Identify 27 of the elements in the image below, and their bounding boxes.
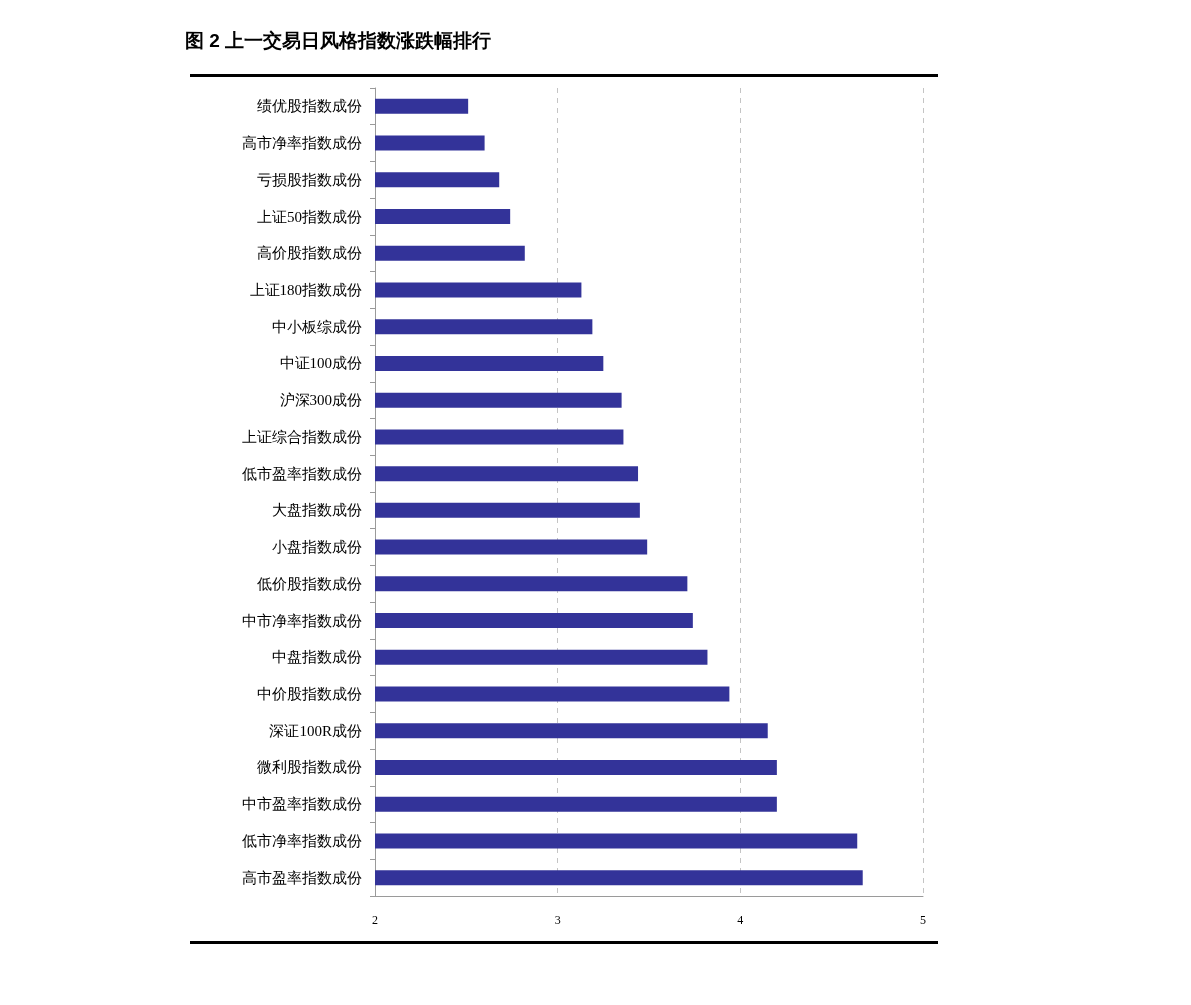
y-tick-label: 中证100成份 bbox=[279, 355, 362, 372]
y-tick-label: 低价股指数成份 bbox=[257, 575, 362, 592]
y-tick-label: 微利股指数成份 bbox=[257, 759, 362, 776]
y-tick-label: 上证综合指数成份 bbox=[242, 428, 362, 445]
y-tick-label: 中市盈率指数成份 bbox=[242, 796, 362, 813]
y-tick-label: 中价股指数成份 bbox=[257, 686, 362, 702]
y-tick-label: 亏损股指数成份 bbox=[257, 171, 362, 188]
x-tick-label: 4 bbox=[737, 913, 744, 927]
y-tick-label: 沪深300成份 bbox=[279, 392, 362, 409]
y-tick-label: 大盘指数成份 bbox=[272, 502, 362, 519]
chart-title: 图 2 上一交易日风格指数涨跌幅排行 bbox=[185, 30, 492, 51]
y-tick-label: 上证180指数成份 bbox=[249, 282, 362, 298]
x-tick-label: 3 bbox=[554, 913, 561, 927]
x-tick-label: 2 bbox=[372, 913, 378, 927]
y-tick-label: 中市净率指数成份 bbox=[242, 612, 362, 629]
y-tick-label: 中盘指数成份 bbox=[272, 649, 362, 666]
y-tick-label: 高价股指数成份 bbox=[257, 245, 362, 262]
x-tick-label: 5 bbox=[920, 913, 926, 927]
y-tick-label: 高市净率指数成份 bbox=[242, 135, 362, 152]
y-tick-label: 中小板综成份 bbox=[272, 318, 362, 335]
y-tick-label: 低市净率指数成份 bbox=[242, 832, 362, 849]
y-tick-label: 低市盈率指数成份 bbox=[242, 465, 362, 482]
y-tick-label: 深证100R成份 bbox=[269, 722, 362, 739]
y-tick-label: 高市盈率指数成份 bbox=[242, 869, 362, 886]
y-tick-label: 绩优股指数成份 bbox=[257, 98, 362, 115]
y-tick-label: 上证50指数成份 bbox=[257, 208, 362, 225]
y-tick-label: 小盘指数成份 bbox=[272, 539, 362, 556]
